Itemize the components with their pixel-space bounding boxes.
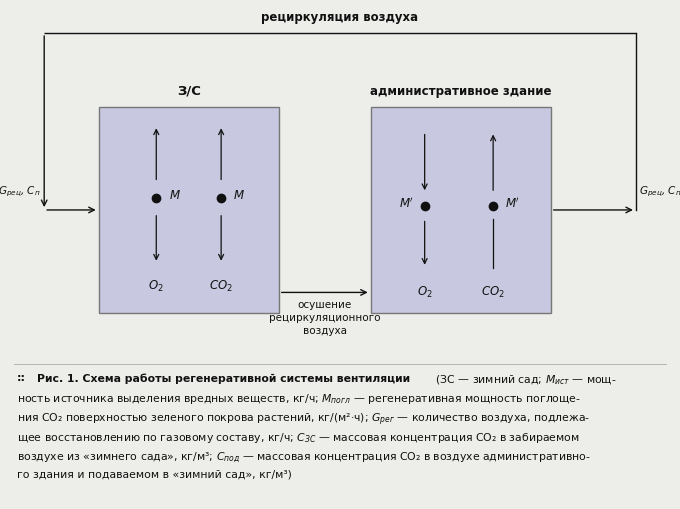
Text: осушение
рециркуляционного
воздуха: осушение рециркуляционного воздуха: [269, 300, 380, 335]
Text: ::: ::: [17, 373, 26, 383]
Text: $M'$: $M'$: [505, 196, 520, 211]
Bar: [99, 107, 279, 313]
Text: (ЗС — зимний сад; $M_{ист}$ — мощ-: (ЗС — зимний сад; $M_{ист}$ — мощ-: [432, 373, 617, 387]
Text: ность источника выделения вредных веществ, кг/ч; $M_{погл}$ — регенеративная мощ: ность источника выделения вредных вещест…: [17, 392, 581, 407]
Text: го здания и подаваемом в «зимний сад», кг/м³): го здания и подаваемом в «зимний сад», к…: [17, 470, 292, 480]
Text: $M'$: $M'$: [399, 196, 415, 211]
Text: рециркуляция воздуха: рециркуляция воздуха: [261, 11, 419, 24]
Text: $M$: $M$: [233, 188, 245, 202]
Bar: [371, 107, 551, 313]
Text: З/С: З/С: [177, 84, 201, 98]
Text: $CO_2$: $CO_2$: [481, 285, 505, 300]
Text: Рис. 1. Схема работы регенеративной системы вентиляции: Рис. 1. Схема работы регенеративной сист…: [37, 373, 411, 384]
Text: щее восстановлению по газовому составу, кг/ч; $C_{ЗС}$ — массовая концентрация C: щее восстановлению по газовому составу, …: [17, 431, 579, 445]
Text: административное здание: административное здание: [370, 84, 551, 98]
Text: $O_2$: $O_2$: [148, 279, 164, 294]
Text: $G_{рец}$, $C_{п}$: $G_{рец}$, $C_{п}$: [0, 184, 41, 199]
Text: ния CO₂ поверхностью зеленого покрова растений, кг/(м²·ч); $G_{рег}$ — количеств: ния CO₂ поверхностью зеленого покрова ра…: [17, 412, 590, 428]
Text: $CO_2$: $CO_2$: [209, 279, 233, 294]
Text: $M$: $M$: [169, 188, 180, 202]
Text: $O_2$: $O_2$: [417, 285, 432, 300]
Text: $G_{рец}$, $C_{п}$: $G_{рец}$, $C_{п}$: [639, 184, 680, 199]
Text: воздухе из «зимнего сада», кг/м³; $C_{под}$ — массовая концентрация CO₂ в воздух: воздухе из «зимнего сада», кг/м³; $C_{по…: [17, 450, 591, 465]
